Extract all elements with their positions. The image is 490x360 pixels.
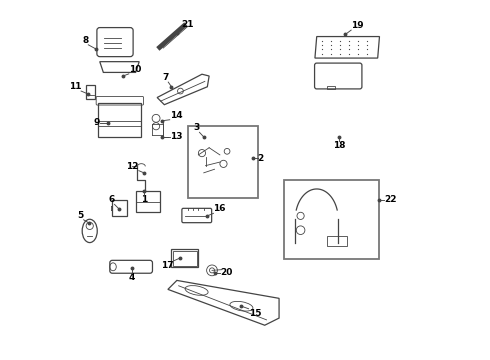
Bar — [285, 180, 379, 259]
Text: 13: 13 — [170, 132, 182, 141]
Text: 18: 18 — [333, 141, 345, 150]
Bar — [188, 126, 258, 198]
Text: 21: 21 — [181, 20, 194, 29]
Bar — [327, 86, 335, 89]
Text: 7: 7 — [162, 73, 168, 82]
Text: 14: 14 — [170, 111, 182, 120]
Text: 9: 9 — [94, 118, 100, 127]
Bar — [173, 251, 196, 266]
Bar — [87, 85, 96, 99]
Bar — [112, 200, 126, 216]
Text: 16: 16 — [214, 204, 226, 213]
Text: 20: 20 — [220, 268, 232, 277]
Text: 8: 8 — [82, 36, 88, 45]
Text: 15: 15 — [248, 309, 261, 318]
Text: 2: 2 — [258, 154, 264, 163]
Text: 3: 3 — [193, 123, 199, 132]
Text: 6: 6 — [108, 195, 115, 204]
Bar — [327, 235, 347, 246]
Bar — [172, 249, 198, 267]
Text: 11: 11 — [69, 82, 81, 91]
Text: 10: 10 — [129, 65, 141, 74]
Text: 4: 4 — [129, 273, 135, 282]
Text: 1: 1 — [141, 195, 147, 204]
Text: 17: 17 — [161, 261, 174, 270]
Text: 5: 5 — [77, 211, 84, 220]
Text: 12: 12 — [126, 162, 139, 171]
Text: 19: 19 — [351, 21, 364, 30]
Text: 22: 22 — [384, 195, 396, 204]
